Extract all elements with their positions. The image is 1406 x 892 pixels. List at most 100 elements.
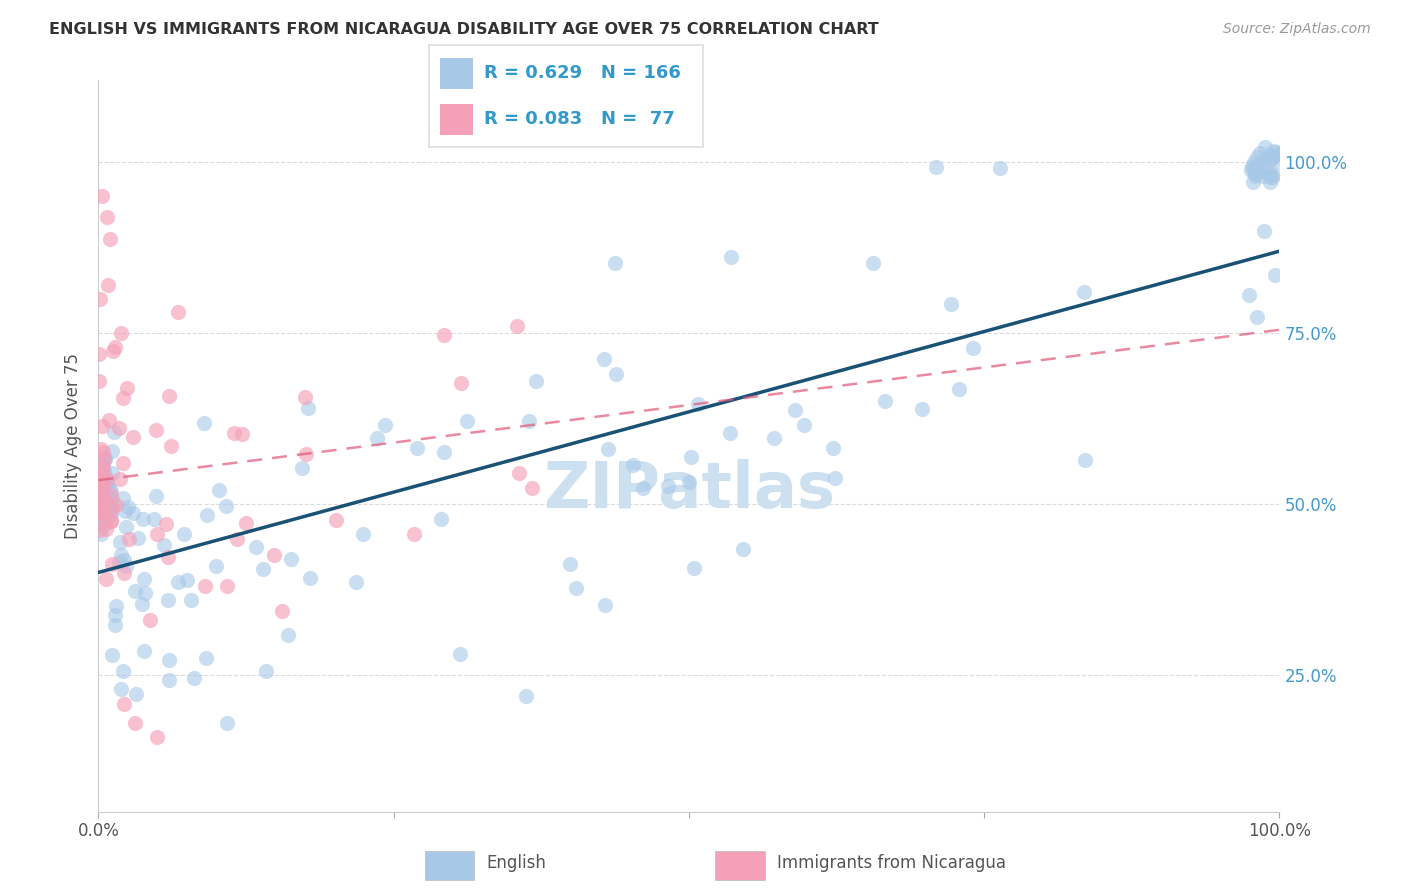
Point <box>91 418 114 433</box>
Point <box>94 479 117 493</box>
Point <box>593 351 616 366</box>
Point <box>112 566 135 580</box>
Point <box>1243 154 1265 169</box>
Point <box>97 413 120 427</box>
Point <box>115 558 138 573</box>
Point <box>1250 153 1272 168</box>
Point <box>104 340 127 354</box>
FancyBboxPatch shape <box>440 104 472 135</box>
Point <box>114 504 136 518</box>
Point <box>117 381 139 395</box>
Point <box>718 425 741 440</box>
Point <box>157 653 180 667</box>
Point <box>101 344 124 359</box>
Point <box>96 516 118 530</box>
Point <box>124 715 146 730</box>
Point <box>598 442 620 456</box>
Point <box>1254 140 1277 154</box>
Point <box>235 516 257 531</box>
Point <box>1260 164 1282 178</box>
Point <box>631 482 654 496</box>
Point <box>277 628 299 642</box>
Point <box>91 471 114 485</box>
Point <box>97 500 120 514</box>
Point <box>96 472 118 486</box>
Point <box>681 450 703 464</box>
Point <box>1246 159 1268 173</box>
Point <box>297 401 319 416</box>
Point <box>103 425 125 439</box>
Point <box>720 250 742 264</box>
Point <box>100 500 122 515</box>
Point <box>215 579 238 593</box>
Point <box>731 542 754 557</box>
Point <box>142 512 165 526</box>
Point <box>873 394 896 409</box>
Point <box>1267 153 1289 167</box>
Text: ZIPatlas: ZIPatlas <box>543 458 835 521</box>
Point <box>205 559 228 574</box>
Point <box>1246 161 1268 175</box>
Point <box>90 442 112 456</box>
Point <box>101 500 124 515</box>
Point <box>124 584 146 599</box>
Point <box>125 687 148 701</box>
Point <box>89 485 111 500</box>
Point <box>1254 152 1277 166</box>
Point <box>450 376 472 391</box>
Point <box>104 618 127 632</box>
Point <box>104 498 127 512</box>
Point <box>157 592 180 607</box>
Point <box>1260 152 1282 166</box>
Point <box>517 414 540 428</box>
Point <box>90 507 112 521</box>
Point <box>90 468 112 483</box>
Point <box>1074 453 1097 467</box>
Point <box>91 508 114 522</box>
Text: Immigrants from Nicaragua: Immigrants from Nicaragua <box>778 854 1007 872</box>
Point <box>89 292 111 306</box>
Point <box>605 255 627 269</box>
Point <box>146 527 169 541</box>
Point <box>91 484 114 499</box>
Point <box>114 519 136 533</box>
Point <box>988 161 1011 176</box>
Point <box>94 522 117 536</box>
Point <box>195 650 218 665</box>
Point <box>762 431 785 445</box>
Point <box>1264 268 1286 282</box>
Point <box>231 426 253 441</box>
Point <box>112 664 135 678</box>
Point <box>1241 160 1264 174</box>
Point <box>96 472 118 486</box>
Point <box>183 671 205 685</box>
Point <box>1243 165 1265 179</box>
Point <box>678 475 700 489</box>
Point <box>101 492 124 507</box>
Point <box>101 648 124 662</box>
Point <box>89 471 111 485</box>
Point <box>157 673 180 688</box>
Point <box>101 466 124 480</box>
Point <box>87 347 110 361</box>
Point <box>593 598 616 612</box>
Point <box>93 452 115 467</box>
Point <box>1261 170 1284 185</box>
Point <box>1254 165 1277 179</box>
Point <box>824 471 846 485</box>
Point <box>90 477 112 491</box>
Point <box>925 160 948 174</box>
Point <box>1237 288 1260 302</box>
Point <box>180 592 202 607</box>
FancyBboxPatch shape <box>429 45 703 147</box>
Point <box>506 319 529 334</box>
Point <box>146 730 169 744</box>
Point <box>1260 148 1282 162</box>
Point <box>166 574 188 589</box>
Point <box>93 465 115 479</box>
Text: R = 0.629   N = 166: R = 0.629 N = 166 <box>484 64 681 82</box>
Point <box>344 575 367 590</box>
Point <box>96 491 118 505</box>
Point <box>89 499 111 513</box>
Point <box>298 570 321 584</box>
